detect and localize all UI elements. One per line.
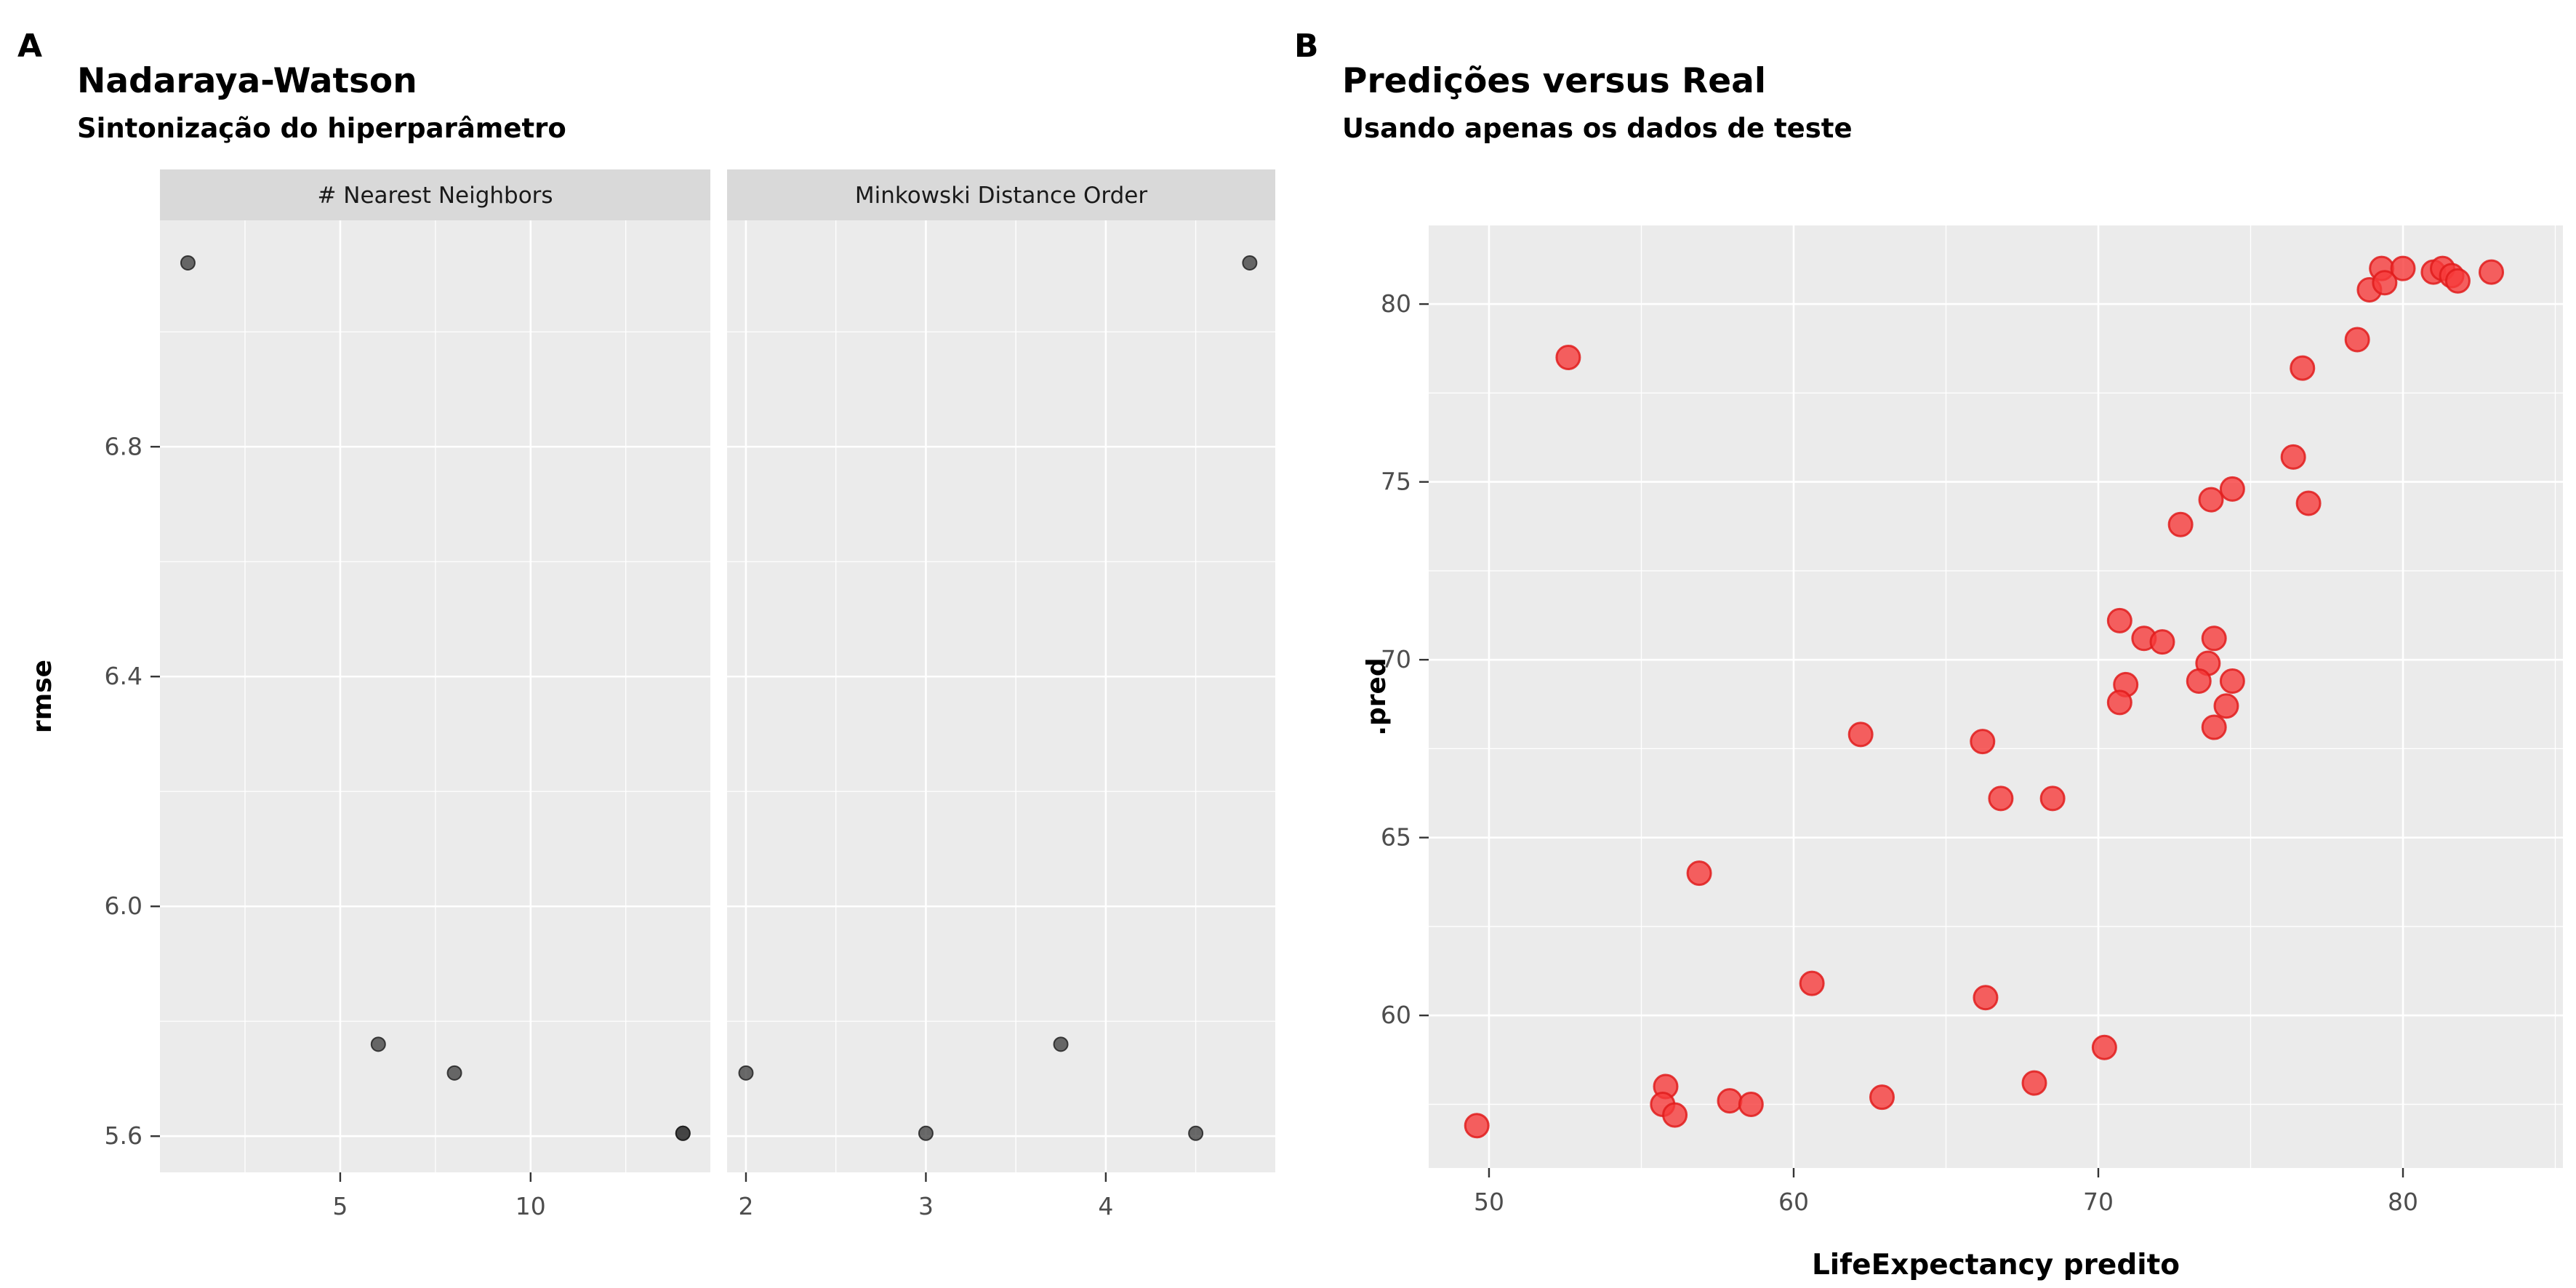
x-tick-label: 60 bbox=[1778, 1188, 1809, 1216]
predictions-vs-real-scatter-plot: 50 60 70 80 80 75 70 65 60 .pred LifeExpectancy pr… bbox=[1362, 225, 2563, 1281]
panel-b-label: B bbox=[1294, 28, 1319, 65]
data-point bbox=[2167, 511, 2194, 537]
y-tick-label: 5.6 bbox=[105, 1121, 143, 1150]
facet-strip bbox=[160, 169, 710, 220]
data-point bbox=[2186, 668, 2212, 694]
minor-gridlines bbox=[1429, 225, 2563, 1168]
data-point bbox=[1188, 1125, 1204, 1141]
x-tick-label: 10 bbox=[515, 1192, 546, 1220]
panel-a-label: A bbox=[17, 28, 43, 65]
x-tick-label: 50 bbox=[1474, 1188, 1504, 1216]
data-point bbox=[2201, 625, 2227, 652]
data-point bbox=[2021, 1070, 2047, 1096]
data-point bbox=[2444, 268, 2471, 294]
x-tick-label: 2 bbox=[738, 1192, 753, 1220]
x-tick-label: 3 bbox=[918, 1192, 934, 1220]
data-point bbox=[1555, 344, 1581, 370]
data-point bbox=[2149, 629, 2175, 655]
data-point bbox=[1869, 1084, 1895, 1111]
panel-a-title: Nadaraya-Watson bbox=[77, 61, 417, 101]
axis-ticks: 2 3 4 bbox=[738, 1172, 1113, 1220]
y-axis-title: .pred bbox=[1362, 657, 1392, 735]
data-point bbox=[2219, 668, 2245, 694]
minor-gridlines bbox=[727, 220, 1275, 1172]
data-point bbox=[1662, 1102, 1688, 1128]
axis-ticks: 5 10 6.8 6.4 6.0 5.6 bbox=[105, 432, 546, 1220]
data-point bbox=[1847, 721, 1874, 748]
plot-panel bbox=[1429, 225, 2563, 1168]
y-tick-label: 6.0 bbox=[105, 892, 143, 920]
data-point bbox=[2201, 714, 2227, 740]
plot-panel bbox=[727, 220, 1275, 1172]
data-point bbox=[2198, 487, 2224, 513]
y-tick-label: 60 bbox=[1381, 1001, 1411, 1029]
data-point bbox=[2344, 327, 2370, 353]
data-point bbox=[370, 1036, 386, 1052]
y-tick-label: 6.8 bbox=[105, 432, 143, 460]
data-point bbox=[1686, 860, 1712, 887]
data-point bbox=[2106, 607, 2132, 633]
x-tick-label: 80 bbox=[2388, 1188, 2418, 1216]
scatter-points bbox=[180, 255, 691, 1141]
data-point bbox=[2290, 355, 2316, 381]
x-tick-label: 5 bbox=[332, 1192, 348, 1220]
data-point bbox=[2213, 693, 2239, 719]
data-point bbox=[2479, 259, 2505, 285]
data-point bbox=[2280, 444, 2306, 470]
x-axis-title: LifeExpectancy predito bbox=[1812, 1249, 2180, 1281]
data-point bbox=[1717, 1088, 1743, 1114]
data-point bbox=[1738, 1091, 1764, 1117]
data-point bbox=[1053, 1036, 1069, 1052]
major-gridlines bbox=[160, 220, 710, 1172]
data-point bbox=[1242, 255, 1258, 271]
data-point bbox=[2106, 689, 2132, 716]
data-point bbox=[918, 1125, 934, 1141]
facet-strip-label: # Nearest Neighbors bbox=[317, 183, 553, 209]
data-point bbox=[738, 1065, 754, 1081]
data-point bbox=[446, 1065, 462, 1081]
panel-b-title: Predições versus Real bbox=[1342, 61, 1766, 101]
major-gridlines bbox=[727, 220, 1275, 1172]
y-axis-title: rmse bbox=[28, 660, 57, 733]
y-tick-label: 80 bbox=[1381, 289, 1411, 318]
data-point bbox=[1973, 985, 1999, 1011]
facet-strip bbox=[727, 169, 1275, 220]
y-tick-label: 75 bbox=[1381, 468, 1411, 496]
panel-b-subtitle: Usando apenas os dados de teste bbox=[1342, 113, 1853, 144]
data-point bbox=[1464, 1113, 1490, 1139]
scatter-points bbox=[738, 255, 1258, 1141]
data-point bbox=[2039, 785, 2066, 812]
axis-ticks: 50 60 70 80 80 75 70 65 60 bbox=[1381, 289, 2418, 1216]
data-point bbox=[2372, 270, 2398, 296]
major-gridlines bbox=[1429, 225, 2563, 1168]
y-tick-label: 6.4 bbox=[105, 662, 143, 690]
data-point bbox=[180, 255, 196, 271]
data-point bbox=[1970, 729, 1996, 755]
minor-gridlines bbox=[160, 220, 710, 1172]
tuning-faceted-scatter-plot: # Nearest Neighbors 5 10 6.8 6.4 6.0 5.6 Minkow… bbox=[28, 169, 1275, 1220]
x-tick-label: 4 bbox=[1098, 1192, 1113, 1220]
y-tick-label: 65 bbox=[1381, 823, 1411, 852]
data-point bbox=[2219, 476, 2245, 502]
scatter-points bbox=[1464, 255, 2505, 1139]
x-tick-label: 70 bbox=[2083, 1188, 2114, 1216]
data-point bbox=[2295, 490, 2322, 516]
y-tick-label: 70 bbox=[1381, 645, 1411, 673]
data-point bbox=[2091, 1034, 2117, 1060]
data-point bbox=[1988, 785, 2014, 812]
data-point bbox=[1799, 970, 1825, 996]
data-point bbox=[675, 1125, 691, 1141]
panel-a-subtitle: Sintonização do hiperparâmetro bbox=[77, 113, 566, 144]
facet-strip-label: Minkowski Distance Order bbox=[855, 183, 1147, 209]
data-point bbox=[2390, 255, 2416, 281]
